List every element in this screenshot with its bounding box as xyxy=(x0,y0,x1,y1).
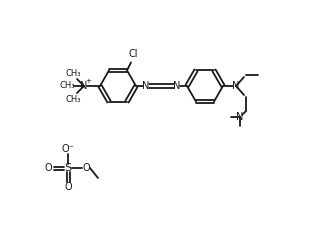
Text: N: N xyxy=(80,81,88,91)
Text: CH₃: CH₃ xyxy=(59,81,75,91)
Text: O⁻: O⁻ xyxy=(62,144,74,154)
Text: N: N xyxy=(142,81,150,91)
Text: S: S xyxy=(65,163,72,173)
Text: N: N xyxy=(232,81,240,91)
Text: CH₃: CH₃ xyxy=(65,95,81,103)
Text: N: N xyxy=(236,112,244,122)
Text: Cl: Cl xyxy=(128,49,138,59)
Text: O: O xyxy=(64,182,72,192)
Text: N: N xyxy=(173,81,181,91)
Text: +: + xyxy=(85,78,91,84)
Text: O: O xyxy=(44,163,52,173)
Text: O: O xyxy=(82,163,90,173)
Text: CH₃: CH₃ xyxy=(65,69,81,77)
